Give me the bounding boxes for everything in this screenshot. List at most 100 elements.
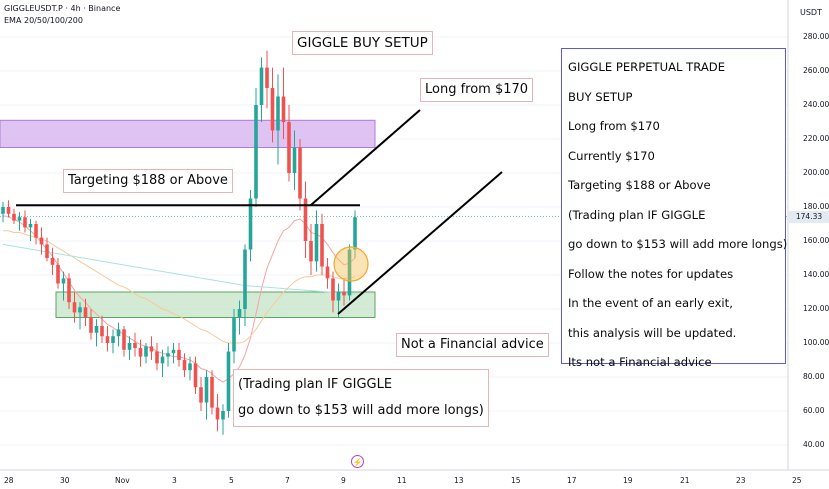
candle-body <box>353 217 357 250</box>
candle-body <box>243 249 247 309</box>
y-tick-label: 60.00 <box>803 406 825 415</box>
candle-body <box>204 377 209 403</box>
candle-body <box>94 326 99 333</box>
candle-body <box>50 258 55 265</box>
x-tick-label: 25 <box>792 476 802 485</box>
candle-body <box>133 343 137 349</box>
candle-body <box>89 317 93 333</box>
lightning-icon[interactable]: ⚡ <box>351 455 364 468</box>
candle-body <box>199 387 203 403</box>
symbol-label[interactable]: GIGGLEUSDT.P · 4h · Binance <box>4 4 121 13</box>
x-tick-label: 30 <box>60 476 70 485</box>
trade-line: Its not a Financial advice <box>568 355 712 369</box>
candle-body <box>281 96 286 122</box>
candle-body <box>122 329 126 350</box>
drawings <box>16 109 503 315</box>
trade-line: this analysis will be updated. <box>568 325 737 340</box>
candle-body <box>182 360 187 371</box>
candle-body <box>254 105 258 199</box>
x-tick-label: 15 <box>511 476 521 485</box>
candle-body <box>237 309 242 318</box>
candle-body <box>34 224 38 238</box>
candle-body <box>12 213 16 221</box>
currency-label: USDT <box>800 8 822 17</box>
ema-line <box>2 243 356 295</box>
x-tick-label: 17 <box>567 476 577 485</box>
candle-body <box>347 249 352 296</box>
highlight-circle <box>333 246 369 282</box>
candle-body <box>45 244 49 258</box>
trade-line: Follow the notes for updates <box>568 266 734 281</box>
ema-line <box>3 230 356 344</box>
trend-line-upper <box>310 109 421 206</box>
candle-body <box>67 278 71 303</box>
candle-body <box>221 411 225 420</box>
y-tick-label: 80.00 <box>803 372 825 381</box>
candle-body <box>83 307 88 318</box>
candle-body <box>320 224 324 267</box>
x-tick-label: 28 <box>4 476 14 485</box>
trade-line: BUY SETUP <box>568 89 633 104</box>
trade-line: In the event of an early exit, <box>568 296 733 310</box>
x-tick-label: 21 <box>680 476 690 485</box>
candle-body <box>276 96 280 131</box>
candle-body <box>17 217 22 221</box>
candle-body <box>39 237 44 245</box>
candle-body <box>210 377 214 408</box>
y-tick-label: 100.00 <box>803 338 829 347</box>
y-tick-label: 160.00 <box>803 236 829 245</box>
candle-body <box>6 207 11 214</box>
x-tick-label: 9 <box>341 476 346 485</box>
candle-body <box>105 336 110 343</box>
candle-body <box>342 292 346 296</box>
candle-body <box>303 198 308 241</box>
x-tick-label: 19 <box>623 476 633 485</box>
candle-body <box>309 241 313 262</box>
candle-body <box>171 349 176 354</box>
trade-line: go down to $153 will add more longs) <box>568 237 788 251</box>
plan-note[interactable]: (Trading plan IF GIGGLE go down to $153 … <box>233 369 489 427</box>
entry-zone <box>55 291 376 318</box>
x-tick-label: 3 <box>172 476 177 485</box>
not-advice-note[interactable]: Not a Financial advice <box>396 333 549 357</box>
candle-body <box>248 198 253 250</box>
buy-setup-note[interactable]: GIGGLE BUY SETUP <box>292 31 433 55</box>
x-tick-label: 5 <box>229 476 234 485</box>
y-tick-label: 140.00 <box>803 270 829 279</box>
candle-body <box>287 122 291 173</box>
candle-body <box>232 317 236 352</box>
candle-body <box>259 67 264 105</box>
candle-body <box>72 302 77 313</box>
y-tick-label: 180.00 <box>803 202 829 211</box>
x-tick-label: 23 <box>736 476 746 485</box>
trade-line: (Trading plan IF GIGGLE <box>568 207 706 222</box>
y-tick-label: 40.00 <box>803 440 825 449</box>
trend-line-lower <box>337 171 503 315</box>
candle-body <box>298 147 302 199</box>
candle-body <box>149 346 154 352</box>
candle-body <box>144 346 148 357</box>
x-tick-label: 11 <box>397 476 407 485</box>
long-from-note[interactable]: Long from $170 <box>420 78 534 102</box>
targeting-note[interactable]: Targeting $188 or Above <box>63 169 233 193</box>
candle-body <box>138 348 143 357</box>
y-tick-label: 220.00 <box>803 134 829 143</box>
candle-body <box>193 363 198 388</box>
candle-body <box>331 278 335 301</box>
candle-body <box>325 266 330 279</box>
plan-note-line1: (Trading plan IF GIGGLE <box>238 377 393 392</box>
candle-body <box>155 351 159 364</box>
candles <box>1 50 357 435</box>
candle-body <box>100 326 104 337</box>
candle-body <box>292 147 297 173</box>
target-zone <box>0 119 376 149</box>
candle-body <box>28 224 33 228</box>
indicator-label[interactable]: EMA 20/50/100/200 <box>4 16 83 25</box>
trade-line: GIGGLE PERPETUAL TRADE <box>568 60 726 74</box>
y-tick-label: 260.00 <box>803 66 829 75</box>
candle-body <box>116 329 121 337</box>
candle-body <box>166 353 170 357</box>
candle-body <box>78 307 82 313</box>
plan-note-line2: go down to $153 will add more longs) <box>238 403 484 418</box>
trade-plan-box[interactable]: GIGGLE PERPETUAL TRADE BUY SETUP Long fr… <box>561 48 788 369</box>
